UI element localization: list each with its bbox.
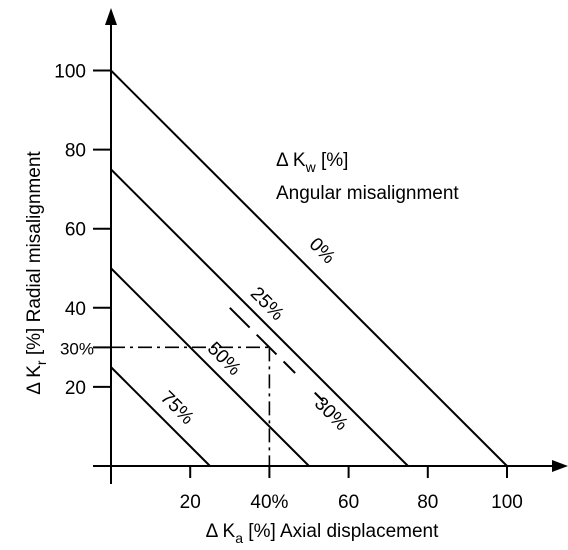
series-line-50 (110, 267, 310, 467)
legend-title: Δ Kw [%] (276, 150, 348, 175)
axes (93, 8, 568, 484)
y-tick-label: 20 (65, 378, 86, 399)
series-line-75 (110, 366, 211, 467)
series-line-0 (110, 69, 508, 467)
y-tick-label: 100 (54, 62, 86, 83)
y-tick-label: 80 (65, 141, 86, 162)
y-tick-label: 30% (60, 339, 94, 358)
y-axis-arrowhead (105, 8, 117, 25)
guide-lines (111, 346, 271, 466)
x-axis-arrowhead (552, 460, 568, 472)
y-axis-title: Δ Kr [%] Radial misalignment (24, 151, 49, 395)
tick-labels: 20 40% 60 80 100 20 30% 40 60 80 100 (54, 62, 523, 514)
series-line-25 (110, 168, 409, 467)
series-label-50: 50% (203, 338, 245, 380)
y-tick-label: 40 (65, 299, 86, 320)
series-label-75: 75% (156, 387, 198, 429)
series-lines (110, 69, 508, 467)
x-tick-label: 80 (417, 492, 438, 513)
series-label-30: 30% (310, 393, 352, 435)
series-label-25: 25% (246, 283, 288, 325)
legend-subtitle: Angular misalignment (276, 183, 459, 204)
x-tick-label: 20 (180, 492, 201, 513)
x-tick-label: 100 (491, 492, 523, 513)
x-tick-label: 40% (250, 492, 288, 513)
series-line-30 (229, 307, 296, 374)
x-axis-title: Δ Ka [%] Axial displacement (206, 521, 439, 546)
series-labels: 0% 25%50%75% 30% (156, 234, 352, 435)
series-line-30-tail (314, 391, 324, 402)
y-tick-label: 60 (65, 220, 86, 241)
series-label-0: 0% (305, 234, 339, 268)
x-tick-label: 60 (338, 492, 359, 513)
